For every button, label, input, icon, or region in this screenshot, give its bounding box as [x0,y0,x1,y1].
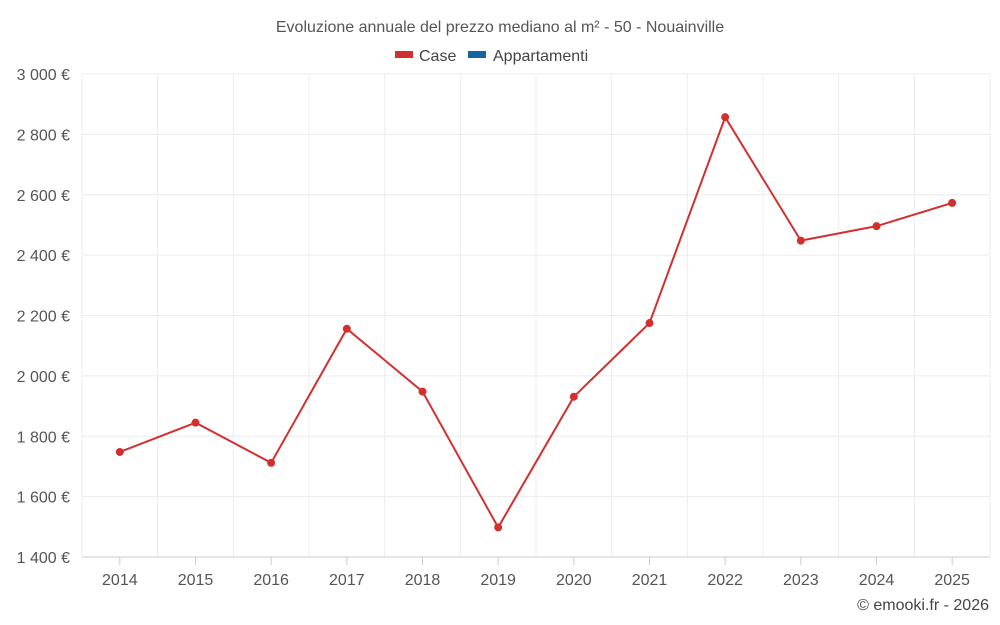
y-tick-label: 2 800 € [17,127,70,144]
credit-text: © emooki.fr - 2026 [857,597,989,614]
y-tick-label: 3 000 € [17,67,70,84]
y-axis: 1 400 € 1 600 € 1 800 € 2 000 € 2 200 € 2 400… [17,67,70,567]
x-tick-label: 2025 [934,572,970,589]
data-point[interactable] [115,447,124,456]
series-case [115,113,957,532]
x-tick-label: 2024 [859,572,895,589]
y-tick-label: 1 800 € [17,429,70,446]
x-tick-label: 2017 [329,572,365,589]
legend-label-case: Case [419,48,456,65]
x-tick-label: 2018 [405,572,441,589]
legend-item-case[interactable]: Case [395,48,456,65]
legend: Case Appartamenti [395,48,588,65]
y-tick-label: 2 600 € [17,188,70,205]
data-point[interactable] [948,198,957,207]
data-point[interactable] [872,222,881,231]
x-tick-label: 2021 [632,572,668,589]
data-point[interactable] [721,113,730,122]
x-tick-label: 2014 [102,572,138,589]
x-tick-label: 2015 [178,572,214,589]
x-tick-label: 2016 [253,572,289,589]
data-point[interactable] [645,319,654,328]
data-point[interactable] [267,458,276,467]
x-tick-label: 2020 [556,572,592,589]
y-tick-label: 2 400 € [17,248,70,265]
chart-title: Evoluzione annuale del prezzo mediano al… [276,19,724,36]
x-tick-label: 2022 [707,572,743,589]
y-tick-label: 1 600 € [17,490,70,507]
series-line [119,116,953,529]
legend-label-appartamenti: Appartamenti [493,48,588,65]
data-point[interactable] [494,523,503,532]
y-tick-label: 1 400 € [17,550,70,567]
data-point[interactable] [569,392,578,401]
x-axis: 2014 2015 2016 2017 2018 2019 2020 2021 2022 2023… [82,556,990,589]
data-point[interactable] [342,324,351,333]
data-point[interactable] [418,387,427,396]
legend-item-appartamenti[interactable]: Appartamenti [468,48,588,65]
x-tick-label: 2023 [783,572,819,589]
data-point[interactable] [191,418,200,427]
y-tick-label: 2 000 € [17,369,70,386]
grid-lines [81,73,991,557]
data-point[interactable] [796,236,805,245]
x-tick-label: 2019 [480,572,516,589]
y-tick-label: 2 200 € [17,309,70,326]
legend-swatch-case [395,51,413,58]
legend-swatch-appartamenti [468,51,486,58]
